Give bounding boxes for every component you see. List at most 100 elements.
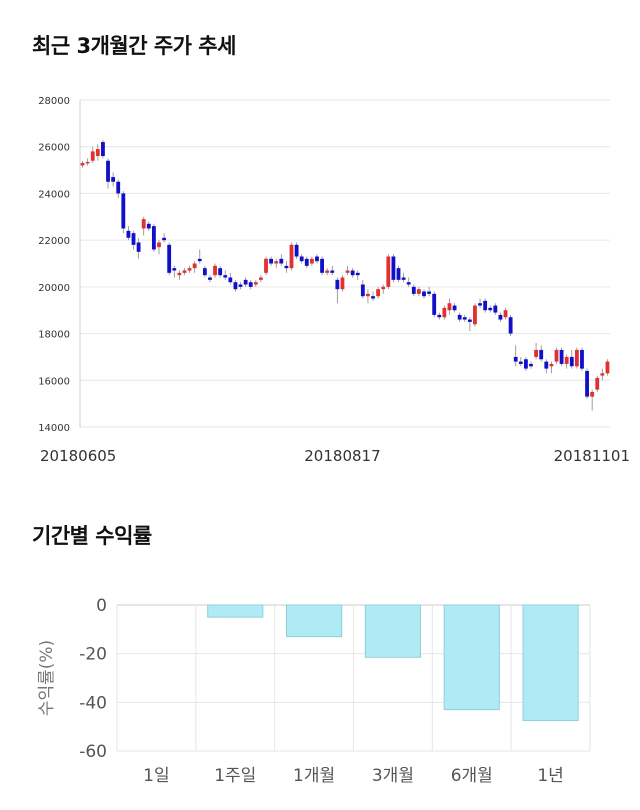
candle-body — [172, 268, 177, 271]
candle-body — [508, 317, 513, 334]
candle-body — [151, 226, 156, 250]
candle-body — [157, 242, 161, 248]
candle-body — [595, 377, 600, 390]
candle-body — [141, 219, 146, 229]
candle-body — [162, 237, 166, 241]
x-tick-label: 6개월 — [451, 766, 493, 786]
candle-body — [432, 293, 437, 315]
candle-body — [253, 282, 258, 285]
candle-body — [264, 258, 268, 273]
price-trend-title: 최근 3개월간 주가 추세 — [32, 34, 236, 58]
y-tick-label: 28000 — [38, 96, 70, 107]
candle-body — [396, 268, 401, 280]
candle-body — [289, 244, 294, 269]
candle-body — [269, 258, 274, 264]
y-axis-label: 수익률(%) — [37, 640, 57, 716]
candle-body — [330, 270, 335, 273]
candle-body — [85, 161, 90, 164]
candle-body — [299, 256, 304, 262]
candle-body — [202, 268, 207, 276]
y-tick-label: 14000 — [38, 423, 70, 434]
candle-body — [529, 363, 533, 367]
candle-body — [422, 291, 426, 297]
candle-body — [467, 319, 472, 322]
candle-body — [411, 286, 416, 294]
candle-body — [376, 289, 381, 297]
candle-body — [478, 303, 482, 306]
candle-body — [559, 349, 564, 364]
x-tick-label: 3개월 — [372, 766, 414, 786]
candle-body — [564, 356, 569, 364]
candle-body — [488, 307, 493, 311]
candle-body — [549, 363, 554, 367]
candle-body — [605, 361, 610, 374]
candle-body — [580, 349, 584, 369]
candle-body — [473, 305, 477, 325]
y-tick-label: -60 — [79, 742, 107, 762]
candle-body — [534, 349, 539, 357]
candle-body — [167, 244, 172, 273]
period-returns-title: 기간별 수익률 — [32, 524, 152, 548]
candle-body — [197, 258, 202, 262]
x-tick-label: 20180817 — [304, 447, 380, 465]
candle-body — [350, 270, 355, 276]
candle-body — [452, 305, 457, 311]
candle-body — [80, 163, 85, 166]
candle-body — [345, 270, 350, 273]
candle-body — [513, 356, 518, 362]
candle-body — [503, 310, 508, 318]
candle-body — [106, 160, 110, 182]
candle-body — [518, 361, 523, 364]
candle-body — [493, 305, 498, 313]
candle-body — [544, 361, 549, 369]
candle-body — [136, 242, 141, 252]
x-tick-label: 1개월 — [293, 766, 335, 786]
candle-body — [355, 272, 360, 276]
x-tick-label: 20181101 — [554, 447, 630, 465]
candle-body — [213, 265, 217, 276]
x-tick-label: 1일 — [143, 766, 169, 786]
candle-body — [457, 314, 462, 320]
candle-body — [406, 282, 411, 285]
y-tick-label: -40 — [79, 693, 107, 713]
candle-body — [182, 270, 187, 273]
y-tick-label: 0 — [96, 596, 107, 616]
x-tick-label: 20180605 — [40, 447, 116, 465]
candle-body — [360, 284, 365, 297]
candle-body — [447, 303, 452, 311]
candle-body — [187, 268, 192, 271]
candle-body — [259, 277, 263, 280]
y-tick-label: 20000 — [38, 283, 70, 294]
candle-body — [309, 258, 314, 264]
candle-body — [131, 233, 136, 245]
candle-body — [111, 177, 116, 182]
candle-body — [238, 284, 243, 287]
x-tick-label: 1년 — [537, 766, 563, 786]
candle-body — [483, 300, 488, 311]
candle-body — [177, 272, 182, 276]
candle-body — [381, 286, 386, 290]
candle-body — [126, 230, 131, 238]
candle-body — [386, 256, 391, 287]
candle-body — [442, 307, 447, 318]
candle-body — [192, 263, 197, 269]
return-bar — [207, 604, 264, 618]
candle-body — [498, 314, 503, 320]
candle-body — [304, 258, 309, 266]
candle-body — [274, 261, 279, 264]
candle-body — [95, 149, 100, 157]
candle-body — [401, 277, 406, 280]
candle-body — [554, 349, 559, 362]
return-bar — [285, 604, 343, 638]
candle-body — [320, 258, 324, 273]
candle-body — [590, 391, 595, 397]
y-tick-label: 24000 — [38, 189, 70, 200]
candlestick-chart: 14000 16000 18000 20000 22000 24000 26000 28000… — [38, 96, 630, 465]
candle-body — [366, 293, 370, 297]
return-bar — [443, 604, 500, 711]
candle-body — [294, 244, 299, 257]
candle-body — [539, 349, 544, 360]
candle-body — [585, 370, 589, 397]
candle-body — [462, 317, 467, 320]
